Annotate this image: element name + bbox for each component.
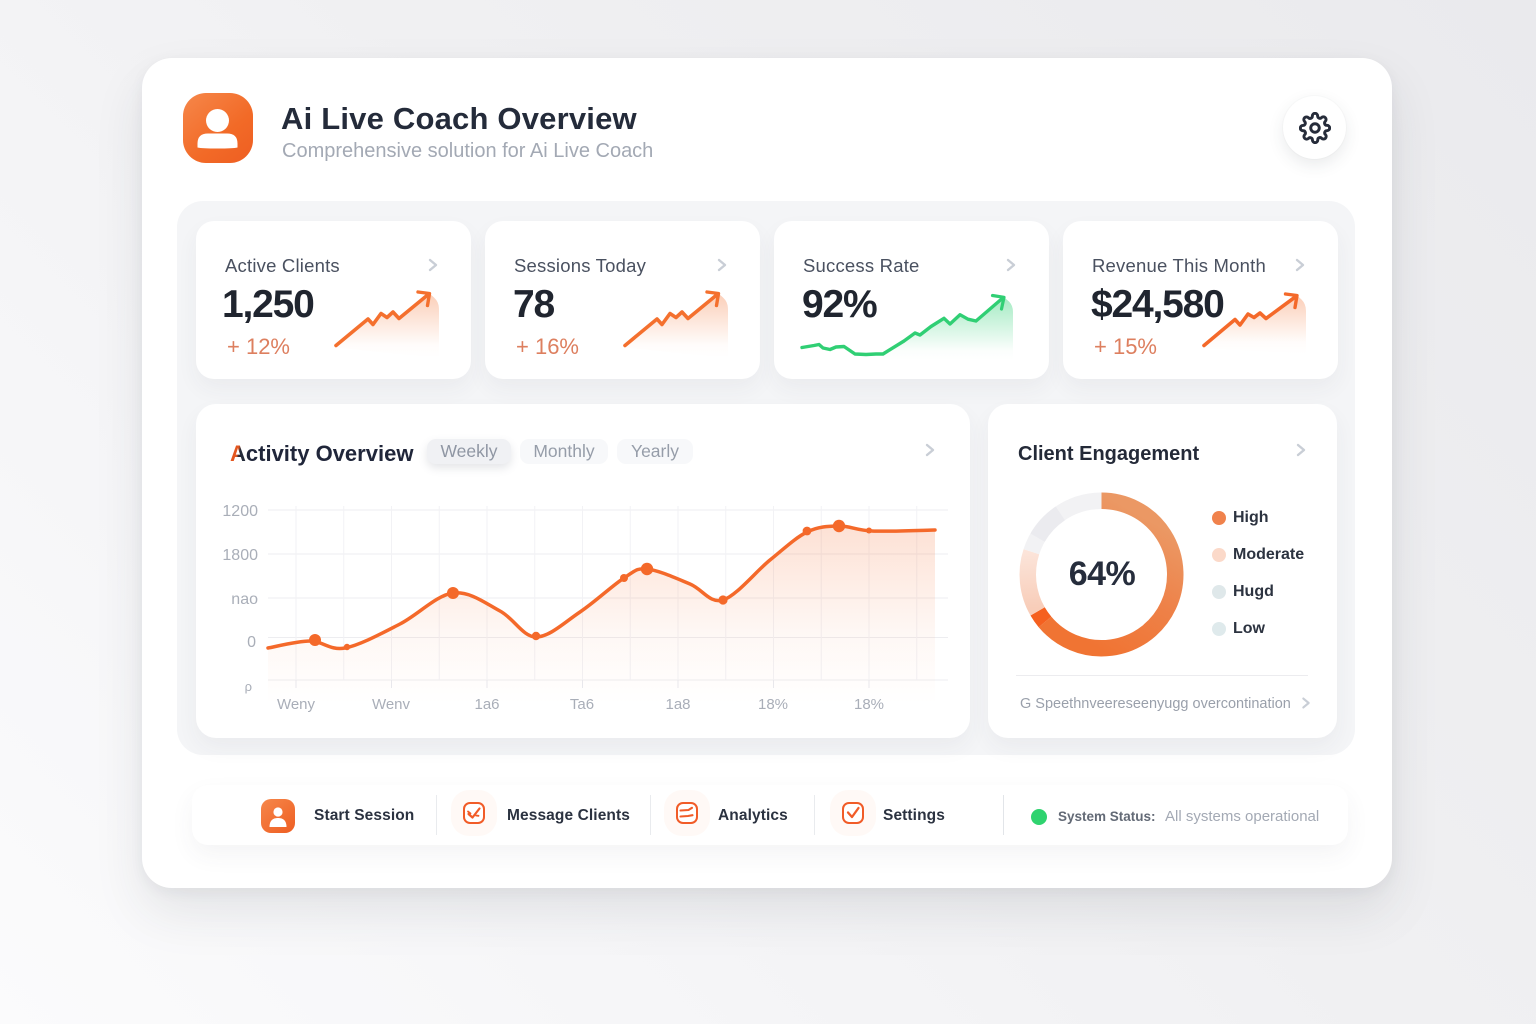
svg-text:ρ: ρ: [245, 679, 252, 694]
svg-text:1200: 1200: [222, 503, 258, 520]
svg-text:nao: nao: [231, 591, 258, 608]
svg-text:1800: 1800: [222, 547, 258, 564]
svg-text:0: 0: [247, 634, 256, 651]
